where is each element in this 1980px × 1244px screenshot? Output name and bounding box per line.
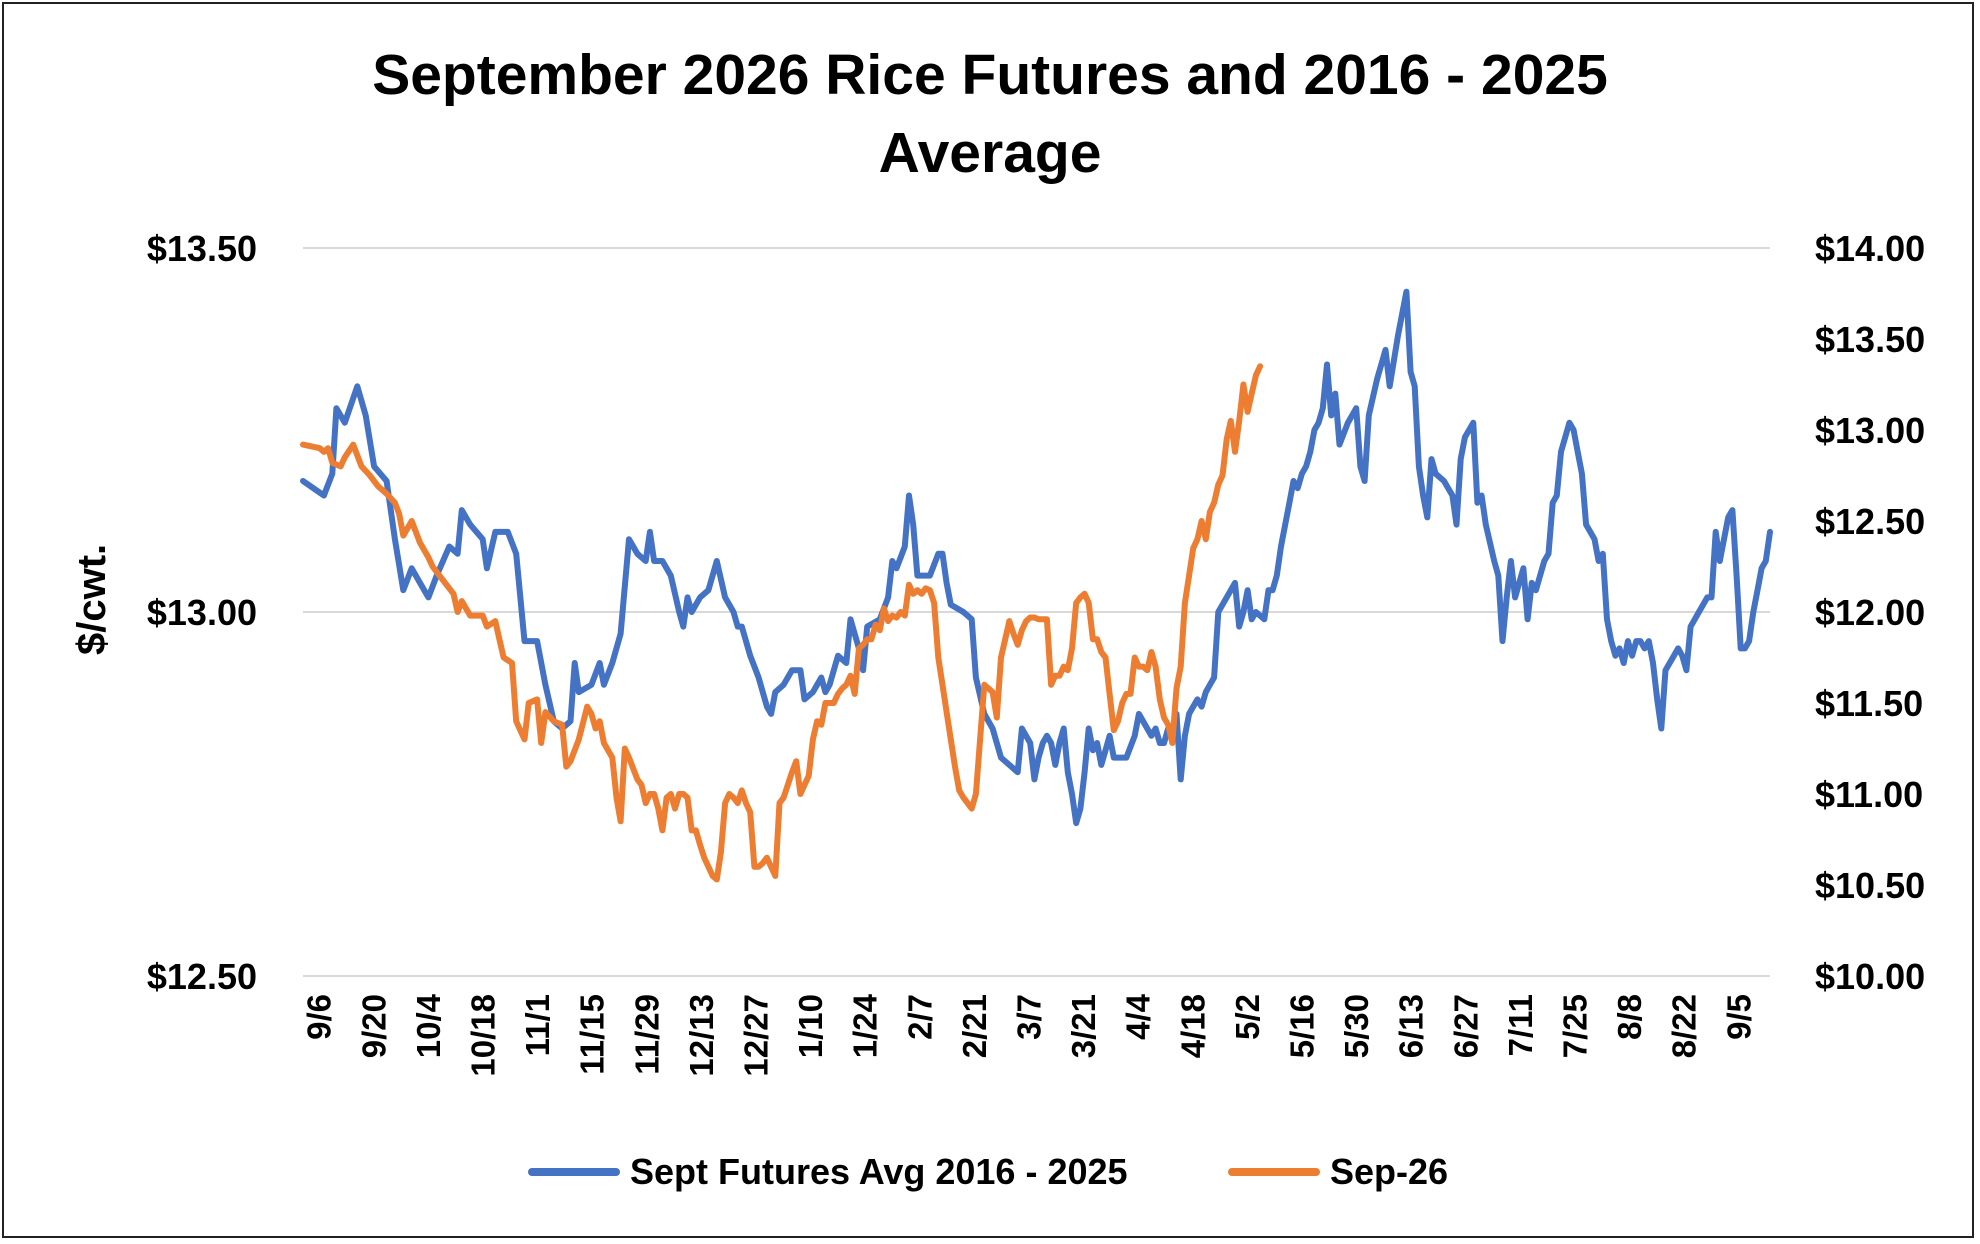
x-tick-label: 10/4 [410,993,447,1058]
legend-label-avg: Sept Futures Avg 2016 - 2025 [630,1151,1128,1192]
right-axis-ticks: $14.00 $13.50 $13.00 $12.50 $12.00 $11.50 $11.… [1815,228,1925,997]
chart-title-line-2: Average [878,121,1102,185]
x-tick-label: 8/8 [1611,994,1648,1040]
x-tick-label: 1/24 [847,993,884,1058]
x-tick-label: 2/21 [956,994,993,1058]
x-tick-label: 4/18 [1174,994,1211,1058]
x-tick-label: 3/21 [1065,994,1102,1058]
x-tick-label: 8/22 [1666,994,1703,1058]
x-tick-label: 11/15 [574,994,611,1075]
x-tick-label: 1/10 [792,994,829,1058]
x-tick-label: 9/5 [1720,994,1757,1040]
legend-swatch-avg [528,1168,620,1176]
right-tick-label: $11.00 [1815,774,1923,815]
left-tick-label: $12.50 [147,956,257,997]
series-layer [300,288,1773,883]
x-tick-label: 7/11 [1502,994,1539,1056]
legend-swatch-sep26 [1228,1168,1320,1176]
legend-item-sep26: Sep-26 [1228,1147,1448,1197]
x-tick-label: 6/13 [1393,994,1430,1058]
x-tick-label: 9/6 [301,994,338,1040]
x-tick-label: 5/30 [1338,994,1375,1058]
left-tick-label: $13.00 [147,592,257,633]
left-axis-ticks: $13.50 $13.00 $12.50 [147,228,257,997]
x-tick-label: 12/27 [738,994,775,1077]
x-tick-label: 5/2 [1229,994,1266,1040]
x-tick-label: 2/7 [901,994,938,1040]
x-tick-label: 12/13 [683,994,720,1077]
right-tick-label: $14.00 [1815,228,1925,269]
x-tick-label: 9/20 [355,994,392,1058]
x-tick-label: 11/29 [628,994,665,1075]
right-tick-label: $13.50 [1815,319,1925,360]
right-tick-label: $12.50 [1815,501,1925,542]
x-tick-label: 6/27 [1447,994,1484,1058]
right-tick-label: $11.50 [1815,683,1923,724]
right-tick-label: $10.00 [1815,956,1925,997]
left-tick-label: $13.50 [147,228,257,269]
x-axis-ticks: 9/6 9/20 10/4 10/18 11/1 11/15 11/29 12/13 12/27… [301,993,1758,1076]
x-tick-label: 11/1 [519,994,556,1056]
series-line-1 [300,363,1264,883]
x-tick-label: 5/16 [1284,994,1321,1058]
chart-title-line-1: September 2026 Rice Futures and 2016 - 2… [372,43,1608,107]
right-tick-label: $12.00 [1815,592,1925,633]
legend-item-avg: Sept Futures Avg 2016 - 2025 [528,1147,1128,1197]
right-tick-label: $13.00 [1815,410,1925,451]
series-line-0 [300,288,1773,827]
right-tick-label: $10.50 [1815,865,1925,906]
x-tick-label: 7/25 [1557,994,1594,1058]
legend-label-sep26: Sep-26 [1330,1151,1449,1192]
x-tick-label: 10/18 [465,994,502,1077]
x-tick-label: 3/7 [1011,994,1048,1040]
x-tick-label: 4/4 [1120,993,1157,1040]
